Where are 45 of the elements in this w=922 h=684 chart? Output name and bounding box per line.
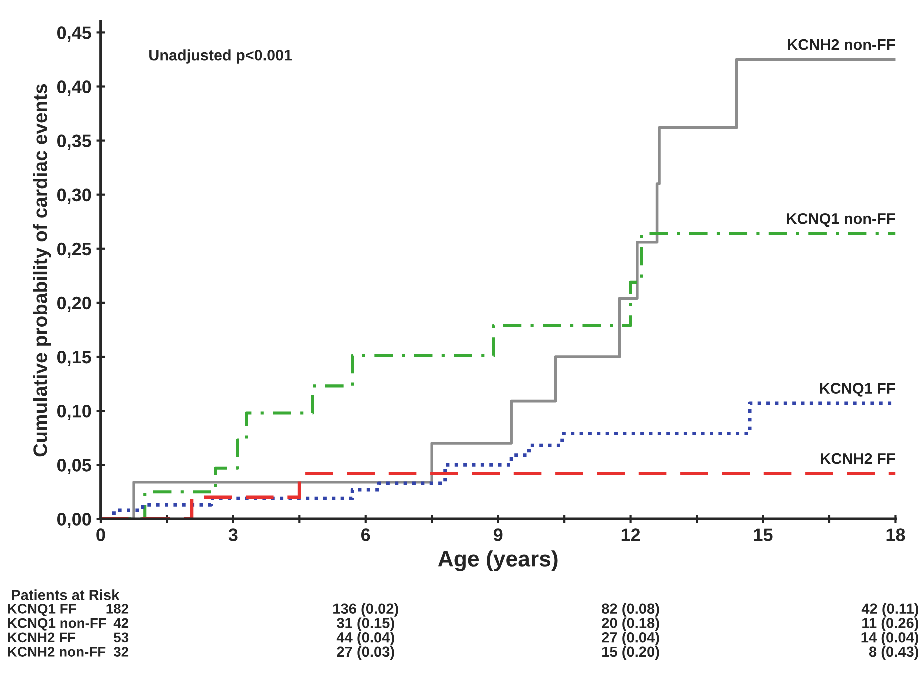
text: KCNH2 non-FF xyxy=(8,647,106,657)
text: 32 xyxy=(114,647,129,657)
y-axis-title: Cumulative probability of cardiac events xyxy=(33,84,52,457)
y-tick-label: 0,00 xyxy=(58,513,92,528)
text: 15 (0.20) xyxy=(602,646,660,660)
text: 42 xyxy=(114,618,129,628)
x-tick-label: 6 xyxy=(362,528,370,542)
text: 182 xyxy=(106,604,129,614)
x-tick-label: 12 xyxy=(622,528,640,542)
y-tick-label: 0,20 xyxy=(58,296,92,312)
text: 31 (0.15) xyxy=(337,618,394,632)
text: KCNQ1 FF xyxy=(8,604,76,616)
y-tick-label: 0,25 xyxy=(58,242,92,258)
series-label: KCNH2 non-FF xyxy=(788,39,896,50)
y-tick-label: 0,40 xyxy=(58,80,92,96)
text: KCNH2 FF xyxy=(8,632,76,643)
series-label: KCNH2 FF xyxy=(821,453,896,464)
text: 53 xyxy=(114,632,129,643)
y-tick-label: 0,30 xyxy=(58,188,92,204)
y-tick-label: 0,45 xyxy=(58,26,92,42)
text: Patients at Risk xyxy=(12,590,120,600)
y-tick-label: 0,10 xyxy=(58,404,92,420)
x-tick-label: 3 xyxy=(228,528,238,542)
text: 11 (0.26) xyxy=(862,618,919,632)
x-axis-title: Age (years) xyxy=(438,550,558,572)
text: 27 (0.04) xyxy=(602,632,660,646)
y-tick-label: 0,05 xyxy=(58,459,92,474)
text: 44 (0.04) xyxy=(336,632,394,646)
text: 42 (0.11) xyxy=(862,603,919,617)
x-tick-label: 18 xyxy=(886,528,906,542)
series-label: KCNQ1 FF xyxy=(820,383,896,397)
text: 27 (0.03) xyxy=(337,646,394,660)
text: 82 (0.08) xyxy=(602,603,660,617)
text: 14 (0.04) xyxy=(862,632,919,646)
x-tick-label: 0 xyxy=(96,528,106,542)
x-tick-label: 15 xyxy=(754,528,773,542)
series-label: KCNQ1 non-FF xyxy=(787,213,896,228)
annotation: Unadjusted p<0.001 xyxy=(150,50,292,64)
text: 136 (0.02) xyxy=(334,603,398,617)
text: 20 (0.18) xyxy=(602,618,660,632)
y-tick-label: 0,15 xyxy=(58,350,92,366)
x-tick-label: 9 xyxy=(494,528,503,542)
text: 8 (0.43) xyxy=(869,646,919,660)
y-tick-label: 0,35 xyxy=(58,134,92,150)
text: KCNQ1 non-FF xyxy=(8,618,106,631)
